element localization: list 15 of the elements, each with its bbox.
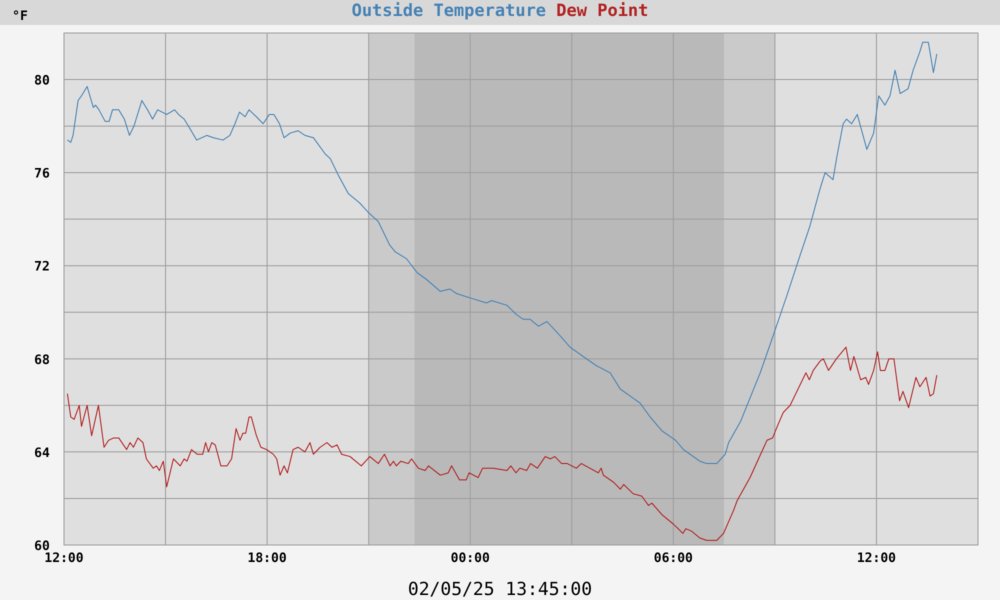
x-tick-label: 18:00 [248,551,287,566]
y-tick-label: 68 [34,352,50,368]
y-tick-label: 80 [34,74,50,89]
x-tick-label: 12:00 [856,551,896,566]
y-axis-title: °F [12,9,28,24]
x-tick-label: 06:00 [654,551,694,566]
text: 02/05/25 13:45:00 [408,579,592,600]
text: Dew Point [546,1,648,21]
text: Outside Temperature [352,1,546,21]
y-tick-label: 64 [34,446,50,461]
y-tick-label: 76 [34,166,50,182]
x-tick-label: 00:00 [450,551,490,566]
y-tick-label: 60 [34,539,50,554]
y-tick-label: 72 [34,260,50,275]
x-tick-label: 12:00 [44,551,84,566]
